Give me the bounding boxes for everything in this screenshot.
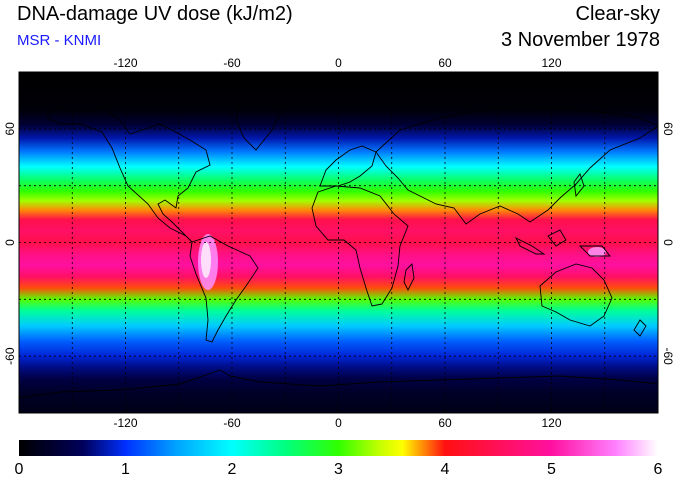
map-axes: -120 -120 -60 -60 0 0 60 60 120 120 60 60 0 0 -60 -60 bbox=[3, 56, 675, 430]
lat-tick-label-left: -60 bbox=[3, 347, 17, 365]
coastline-new-zealand bbox=[633, 319, 647, 337]
sky-condition: Clear-sky bbox=[575, 3, 660, 25]
colorbar-tick-label: 0 bbox=[15, 461, 24, 478]
new-guinea-hotspot bbox=[588, 247, 606, 257]
lon-tick-label-bottom: -60 bbox=[223, 416, 241, 430]
map-date: 3 November 1978 bbox=[501, 29, 660, 51]
map-title: DNA-damage UV dose (kJ/m2) bbox=[17, 3, 293, 25]
lon-tick-label-top: 60 bbox=[438, 56, 452, 70]
map-grid bbox=[19, 72, 658, 413]
colorbar-tick-label: 4 bbox=[441, 461, 450, 478]
lat-tick-label-right: 0 bbox=[661, 239, 675, 246]
colorbar-tick-label: 2 bbox=[228, 461, 237, 478]
coastline-north-america bbox=[47, 107, 211, 243]
lon-tick-label-top: -120 bbox=[113, 56, 137, 70]
lat-tick-label-left: 0 bbox=[3, 239, 17, 246]
colorbar bbox=[19, 440, 658, 456]
colorbar-tick-label: 1 bbox=[121, 461, 130, 478]
coastline-greenland bbox=[235, 99, 283, 151]
coastline-africa bbox=[311, 185, 409, 307]
coastline-antarctica bbox=[19, 369, 658, 399]
colorbar-tick-label: 5 bbox=[547, 461, 556, 478]
coastline-south-america bbox=[189, 235, 259, 343]
lon-tick-label-top: -60 bbox=[223, 56, 241, 70]
lon-tick-label-bottom: 120 bbox=[541, 416, 561, 430]
lon-tick-label-bottom: 0 bbox=[335, 416, 342, 430]
colorbar-tick-label: 6 bbox=[654, 461, 663, 478]
lon-tick-label-bottom: 60 bbox=[438, 416, 452, 430]
lon-tick-label-bottom: -120 bbox=[113, 416, 137, 430]
lat-tick-label-right: 60 bbox=[661, 122, 675, 136]
lat-tick-label-left: 60 bbox=[3, 122, 17, 136]
map-source: MSR - KNMI bbox=[17, 32, 102, 49]
coastline-australia bbox=[539, 263, 613, 327]
lat-tick-label-right: -60 bbox=[661, 347, 675, 365]
coastline-madagascar bbox=[403, 263, 415, 292]
coastline-asia bbox=[375, 105, 658, 225]
lon-tick-label-top: 120 bbox=[541, 56, 561, 70]
lon-tick-label-top: 0 bbox=[335, 56, 342, 70]
coastline-indonesia bbox=[514, 229, 611, 257]
colorbar-ticks: 0 1 2 3 4 5 6 bbox=[15, 461, 663, 478]
altiplano-hotspot-core bbox=[201, 242, 211, 278]
coastlines bbox=[19, 99, 658, 399]
colorbar-tick-label: 3 bbox=[334, 461, 343, 478]
